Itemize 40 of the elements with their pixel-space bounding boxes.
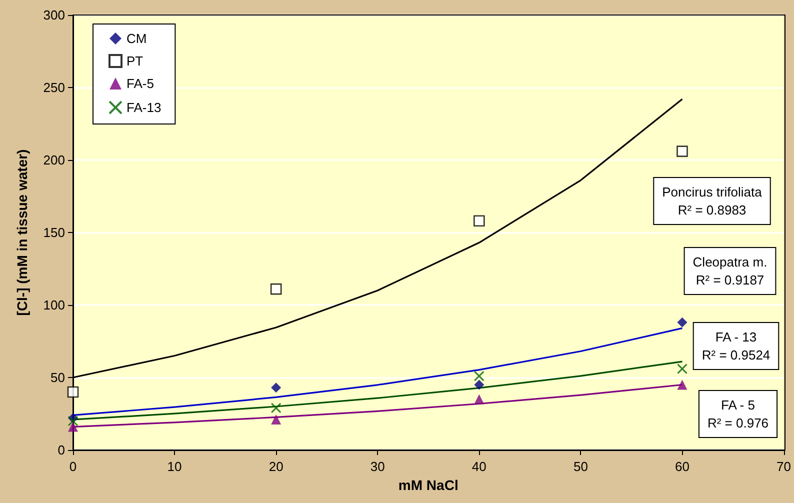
- point: [271, 382, 282, 393]
- point: [270, 402, 282, 414]
- point: [270, 283, 282, 295]
- y-tick-label: 200: [43, 152, 65, 168]
- annotation: FA - 13 R² = 0.9524: [702, 330, 770, 362]
- legend-label: CM: [126, 31, 147, 46]
- point: [474, 370, 484, 382]
- y-tick-label: 150: [43, 225, 65, 240]
- annotation: FA - 5 R² = 0.976: [707, 398, 769, 430]
- point: [68, 422, 78, 432]
- annotation: Poncirus trifoliata R² = 0.8983: [662, 184, 763, 218]
- point: [474, 394, 484, 404]
- x-tick-label: 10: [167, 459, 182, 474]
- point: [676, 364, 688, 374]
- y-tick-label: 50: [50, 370, 65, 385]
- point: [677, 317, 688, 328]
- x-tick-label: 70: [776, 459, 792, 474]
- x-tick-label: 20: [268, 459, 284, 474]
- y-axis-title: [Cl-] (mM in tissue water): [14, 149, 30, 316]
- y-tick-label: 0: [58, 442, 65, 458]
- point: [474, 380, 484, 390]
- annotation: Cleopatra m. R² = 0.9187: [692, 254, 768, 288]
- point: [676, 146, 688, 157]
- legend-label: FA-5: [126, 76, 154, 91]
- x-tick-label: 40: [472, 459, 486, 474]
- x-axis-title: mM NaCl: [398, 476, 458, 493]
- y-tick-label: 250: [43, 80, 65, 95]
- x-tick-label: 50: [573, 459, 588, 474]
- point: [474, 215, 485, 227]
- point: [68, 416, 78, 426]
- point: [271, 414, 282, 425]
- x-tick-label: 0: [69, 459, 77, 474]
- x-tick-label: 60: [674, 459, 690, 474]
- y-tick-label: 100: [43, 298, 65, 312]
- point: [677, 380, 688, 390]
- legend-label: FA-13: [126, 100, 162, 115]
- x-tick-label: 30: [370, 459, 385, 474]
- y-tick-label: 300: [43, 8, 65, 22]
- point: [67, 386, 79, 398]
- legend-label: PT: [126, 54, 144, 68]
